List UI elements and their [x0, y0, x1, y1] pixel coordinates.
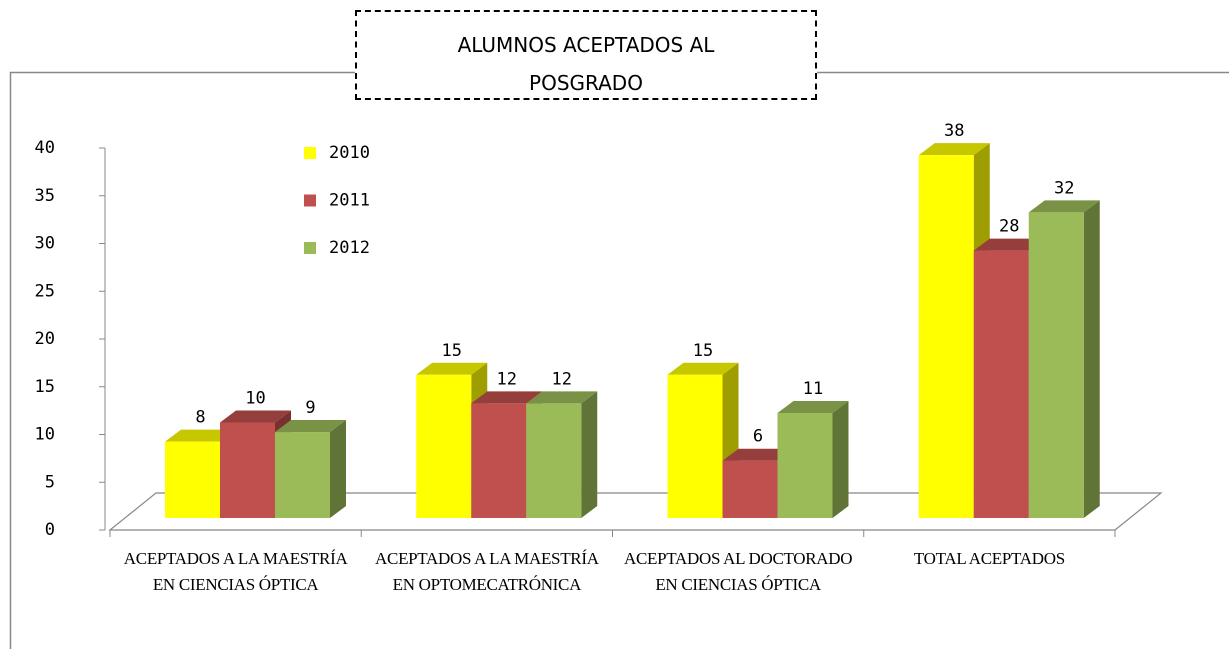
bar: [973, 250, 1029, 518]
bar: [777, 412, 833, 518]
legend-swatch: [304, 194, 316, 207]
value-label: 6: [753, 427, 763, 447]
bar: [667, 374, 723, 518]
bar: [722, 460, 778, 518]
value-label: 10: [245, 389, 265, 409]
bar-top: [275, 420, 346, 433]
bar-top: [165, 429, 236, 442]
bar-top: [220, 410, 291, 423]
x-tick-label: ACEPTADOS A LA MAESTRÍA EN OPTOMECATRÓNI…: [375, 549, 599, 594]
legend-label: 2010: [329, 143, 370, 163]
bar-side: [581, 391, 598, 518]
bar-top: [667, 362, 739, 375]
bar-top: [1028, 200, 1100, 213]
bar: [165, 441, 220, 518]
bar: [416, 374, 472, 518]
bar-top: [526, 391, 598, 404]
y-tick-label: 20: [35, 329, 55, 349]
x-tick-label: ACEPTADOS AL DOCTORADO EN CIENCIAS ÓPTIC…: [624, 549, 853, 594]
bar-side: [1083, 200, 1100, 518]
chart-border: [9, 71, 1229, 649]
value-label: 8: [195, 408, 205, 428]
y-tick-label: 5: [45, 472, 55, 492]
x-tick-label: ACEPTADOS A LA MAESTRÍA EN CIENCIAS ÓPTI…: [123, 549, 348, 594]
bar: [275, 432, 330, 518]
x-tick-label: TOTAL ACEPTADOS: [913, 549, 1065, 568]
floor: [108, 492, 1163, 531]
value-label: 9: [305, 398, 315, 418]
value-label: 32: [1054, 178, 1074, 198]
value-label: 28: [999, 217, 1019, 237]
legend-label: 2012: [329, 238, 370, 258]
bar: [526, 403, 582, 518]
y-tick-label: 25: [35, 281, 55, 301]
bar: [918, 155, 974, 518]
bar: [471, 403, 527, 518]
bar: [220, 422, 275, 518]
value-label: 11: [803, 379, 823, 399]
bar-top: [918, 143, 990, 156]
y-tick-label: 35: [35, 186, 55, 206]
y-tick-label: 15: [35, 377, 55, 397]
value-label: 12: [552, 369, 572, 389]
bar-top: [973, 238, 1045, 251]
bar: [1028, 212, 1084, 518]
y-tick-label: 40: [35, 138, 55, 158]
legend-swatch: [304, 242, 316, 254]
chart-title: ALUMNOS ACEPTADOS AL POSGRADO: [355, 10, 817, 100]
y-tick-label: 30: [35, 234, 55, 254]
value-label: 12: [497, 369, 517, 389]
value-label: 15: [693, 341, 713, 361]
legend-swatch: [304, 147, 316, 159]
value-label: 38: [944, 121, 964, 141]
bar-side: [832, 400, 849, 518]
y-tick-label: 0: [45, 520, 55, 540]
bar-side: [330, 420, 346, 518]
y-tick-label: 10: [35, 425, 55, 445]
value-label: 15: [442, 341, 462, 361]
bar-top: [777, 400, 849, 413]
bar-top: [471, 391, 543, 404]
bar-top: [416, 362, 488, 375]
legend-label: 2011: [329, 191, 370, 211]
bar-top: [722, 448, 794, 461]
